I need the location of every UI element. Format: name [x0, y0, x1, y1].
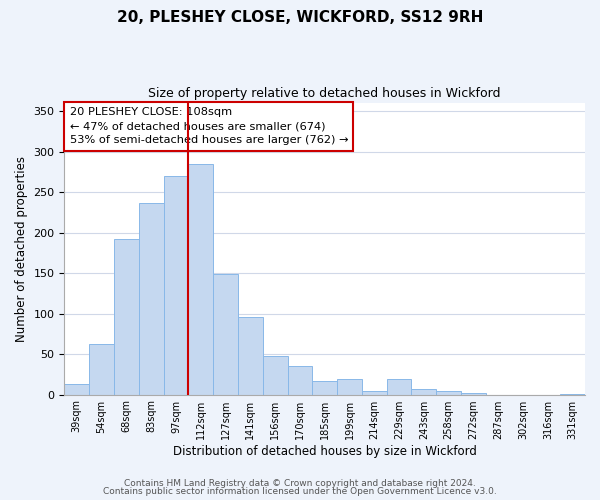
Text: 20, PLESHEY CLOSE, WICKFORD, SS12 9RH: 20, PLESHEY CLOSE, WICKFORD, SS12 9RH — [117, 10, 483, 25]
Bar — [164, 176, 188, 394]
Bar — [263, 356, 287, 395]
Bar — [386, 379, 412, 394]
Bar — [287, 366, 313, 394]
Bar — [64, 384, 89, 394]
Bar — [213, 274, 238, 394]
Bar — [461, 393, 486, 394]
Text: 20 PLESHEY CLOSE: 108sqm
← 47% of detached houses are smaller (674)
53% of semi-: 20 PLESHEY CLOSE: 108sqm ← 47% of detach… — [70, 108, 348, 146]
X-axis label: Distribution of detached houses by size in Wickford: Distribution of detached houses by size … — [173, 444, 476, 458]
Bar — [139, 202, 164, 394]
Bar — [337, 379, 362, 394]
Text: Contains public sector information licensed under the Open Government Licence v3: Contains public sector information licen… — [103, 487, 497, 496]
Bar — [412, 389, 436, 394]
Bar — [89, 344, 114, 395]
Bar — [313, 381, 337, 394]
Bar — [114, 239, 139, 394]
Title: Size of property relative to detached houses in Wickford: Size of property relative to detached ho… — [148, 88, 501, 101]
Bar — [436, 390, 461, 394]
Bar — [238, 317, 263, 394]
Text: Contains HM Land Registry data © Crown copyright and database right 2024.: Contains HM Land Registry data © Crown c… — [124, 478, 476, 488]
Bar — [362, 392, 386, 394]
Y-axis label: Number of detached properties: Number of detached properties — [15, 156, 28, 342]
Bar — [188, 164, 213, 394]
